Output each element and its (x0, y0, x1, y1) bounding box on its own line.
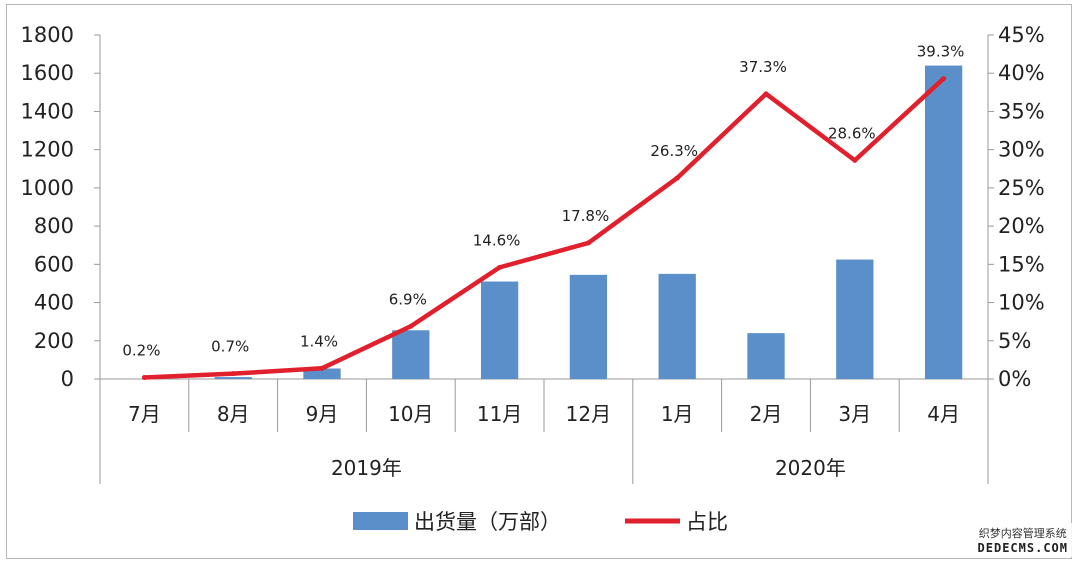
left-tick-label: 0 (61, 367, 74, 391)
left-tick-label: 200 (34, 329, 74, 353)
right-tick-label: 25% (998, 176, 1045, 200)
line-point (319, 365, 325, 371)
line-data-label: 6.9% (389, 290, 427, 308)
line-series (141, 76, 947, 380)
bar (303, 368, 341, 379)
right-tick-label: 5% (998, 329, 1031, 353)
line-point (763, 91, 769, 97)
category-label: 1月 (661, 402, 694, 426)
line-point (852, 157, 858, 163)
category-label: 4月 (927, 402, 960, 426)
line-point (408, 323, 414, 329)
right-tick-label: 20% (998, 214, 1045, 238)
left-tick-label: 1600 (21, 61, 74, 85)
bar (569, 274, 608, 379)
line-data-label: 26.3% (650, 142, 698, 160)
bar (480, 281, 519, 379)
bar (214, 377, 252, 379)
category-label: 7月 (128, 402, 161, 426)
right-tick-label: 15% (998, 252, 1045, 276)
legend-swatch-bar (353, 512, 408, 530)
right-tick-label: 10% (998, 291, 1045, 315)
chart-axes: 0 200 400 600 800 1000 1200 1400 1600 1800 0% 5% 10%… (21, 23, 1045, 484)
legend-label-line: 占比 (686, 510, 728, 534)
category-label: 10月 (388, 402, 433, 426)
left-tick-label: 400 (34, 291, 74, 315)
chart-frame (6, 4, 1072, 559)
left-tick-label: 1400 (21, 99, 74, 123)
line-point (941, 76, 947, 82)
bar (392, 330, 430, 379)
left-tick-label: 800 (34, 214, 74, 238)
bar (924, 65, 963, 380)
category-label: 12月 (566, 402, 611, 426)
line-point (141, 374, 147, 380)
line-data-label: 17.8% (562, 207, 610, 225)
watermark-line1: 织梦内容管理系统 (978, 527, 1067, 540)
left-tick-label: 1000 (21, 176, 74, 200)
line-point (585, 240, 591, 246)
line-data-label: 28.6% (828, 124, 876, 142)
category-label: 8月 (217, 402, 250, 426)
line-data-label: 39.3% (917, 43, 965, 61)
legend-label-bar: 出货量（万部） (414, 510, 561, 534)
bar (836, 259, 874, 379)
bar (658, 273, 696, 379)
line-data-label: 14.6% (473, 231, 521, 249)
site-watermark: 织梦内容管理系统 DEDECMS.COM (973, 523, 1072, 557)
line-data-label: 0.7% (211, 338, 249, 356)
line-data-label: 37.3% (739, 58, 787, 76)
bar (747, 333, 785, 379)
left-tick-label: 1200 (21, 138, 74, 162)
group-label: 2020年 (775, 456, 846, 480)
right-tick-label: 0% (998, 367, 1031, 391)
bar-series (214, 65, 963, 380)
category-label: 3月 (838, 402, 871, 426)
line-point (497, 264, 503, 270)
category-label: 2月 (750, 402, 783, 426)
line-point (230, 371, 236, 377)
right-tick-label: 40% (998, 61, 1045, 85)
left-tick-label: 1800 (21, 23, 74, 47)
line-data-label: 1.4% (300, 332, 338, 350)
right-tick-label: 30% (998, 138, 1045, 162)
line-point (674, 175, 680, 181)
legend: 出货量（万部） 占比 (353, 510, 728, 534)
right-tick-label: 45% (998, 23, 1045, 47)
category-label: 9月 (306, 402, 339, 426)
category-label: 11月 (477, 402, 522, 426)
right-tick-label: 35% (998, 99, 1045, 123)
share-line (142, 76, 946, 380)
watermark-line2: DEDECMS.COM (977, 541, 1068, 555)
left-tick-label: 600 (34, 252, 74, 276)
data-labels: 0.2% 0.7% 1.4% 6.9% 14.6% 17.8% 26.3% 37.3% 28.6… (122, 43, 964, 360)
group-label: 2019年 (331, 456, 402, 480)
line-data-label: 0.2% (122, 341, 160, 359)
